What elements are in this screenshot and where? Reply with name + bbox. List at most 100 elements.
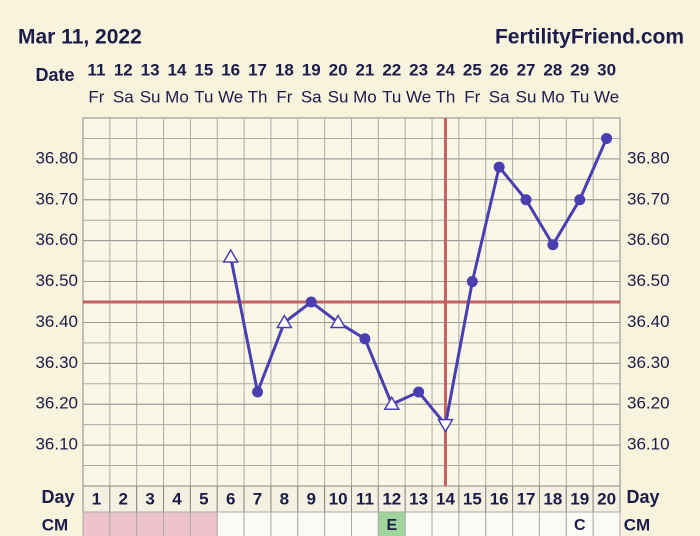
day-label-right: Day [626,487,659,507]
data-point [520,194,532,206]
day-cell [297,485,326,513]
weekday-label: Mo [541,87,565,106]
data-point [574,194,586,206]
date-label: Date [35,65,74,85]
weekday-label: Sa [489,87,510,106]
weekday-label: Th [248,87,268,106]
day-cell [270,485,299,513]
cm-cell [512,511,540,536]
day-number: 13 [409,489,428,508]
data-point [547,239,559,251]
day-number: 11 [356,489,374,508]
cm-label: CM [42,515,68,534]
y-tick-label: 36.80 [35,148,78,167]
y-tick-label-right: 36.10 [627,435,670,454]
day-number: 9 [306,489,315,508]
weekday-label: Mo [165,87,189,106]
date-label: 30 [597,60,616,79]
day-number: 4 [172,489,182,508]
date-label: 16 [221,60,240,79]
date-label: 29 [570,60,589,79]
y-tick-label-right: 36.50 [627,271,670,290]
weekday-label: Fr [88,87,104,106]
weekday-label: Fr [276,87,292,106]
day-cell [324,485,352,513]
data-point [329,313,347,329]
day-number: 5 [199,489,208,508]
day-number: 3 [145,489,154,508]
weekday-label: We [406,87,431,106]
cm-cell [297,511,326,536]
day-cell [189,485,218,513]
day-cell [485,485,514,513]
cm-cell [351,511,379,536]
data-point [437,418,454,434]
day-number: 18 [543,489,562,508]
y-tick-label: 36.30 [35,353,78,372]
y-tick-label: 36.70 [35,189,78,208]
date-label: 27 [517,60,536,79]
weekday-label: Tu [382,87,401,106]
day-number: 6 [226,489,235,508]
weekday-label: Sa [301,87,322,106]
y-tick-label: 36.60 [35,230,78,249]
day-number: 2 [119,489,128,508]
cm-label-right: CM [624,515,650,534]
day-cell [163,485,191,513]
cm-value: E [386,517,397,534]
data-point [466,276,478,288]
date-label: 19 [302,60,321,79]
site-name: FertilityFriend.com [495,26,684,49]
y-tick-label-right: 36.60 [627,230,670,249]
day-number: 15 [463,489,482,508]
cm-cell [592,511,621,536]
date-label: 23 [409,60,428,79]
data-point [493,161,505,173]
date-label: 26 [490,60,509,79]
day-number: 14 [436,489,455,508]
day-number: 12 [382,489,401,508]
weekday-label: Su [140,87,161,106]
date-label: 13 [141,60,160,79]
weekday-label: Th [436,87,456,106]
day-number: 19 [570,489,589,508]
y-tick-label-right: 36.80 [627,148,670,167]
day-number: 10 [329,489,348,508]
data-point [359,333,371,345]
y-tick-label-right: 36.20 [627,394,670,413]
cm-cell [82,511,111,536]
day-number: 17 [517,489,536,508]
data-point [383,395,401,410]
y-tick-label: 36.20 [35,394,78,413]
weekday-label: Su [328,87,349,106]
cm-cell [404,511,433,536]
cm-cell [538,511,567,536]
weekday-label: We [594,87,619,106]
data-point [276,313,293,329]
data-point [601,132,613,144]
data-point [252,386,264,398]
date-label: 20 [329,60,348,79]
date-label: 28 [543,60,562,79]
day-number: 20 [597,489,616,508]
date-label: 24 [436,60,455,79]
cm-cell [377,511,406,536]
date-label: 21 [355,60,374,79]
cm-cell [243,511,272,536]
y-tick-label: 36.10 [35,435,78,454]
chart-title: Mar 11, 2022 [18,26,142,49]
data-point [222,248,239,263]
date-label: 14 [168,60,187,79]
cm-cell [109,511,138,536]
data-point [413,386,425,398]
day-label: Day [41,487,74,507]
day-number: 7 [253,489,262,508]
date-label: 22 [382,60,401,79]
weekday-label: Mo [353,87,377,106]
day-cell [243,485,272,513]
y-tick-label-right: 36.70 [627,189,670,208]
cm-cell [458,511,487,536]
cm-cell [431,511,460,536]
date-label: 17 [248,60,267,79]
